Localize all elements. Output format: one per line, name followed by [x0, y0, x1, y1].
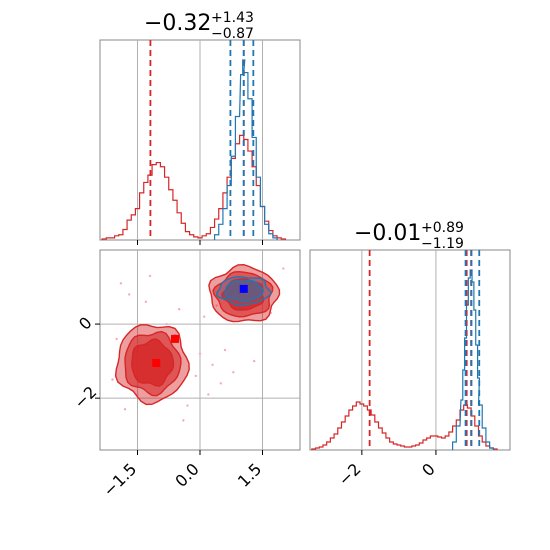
x-tick-label: −1.5	[99, 459, 140, 500]
scatter-point	[177, 308, 181, 311]
blue-histogram-step	[213, 59, 278, 240]
scatter-point	[232, 371, 235, 374]
scatter-point	[144, 300, 148, 304]
scatter-point	[211, 363, 214, 367]
scatter-point	[252, 359, 256, 363]
scatter-point	[186, 404, 189, 407]
scatter-point	[165, 322, 168, 326]
scatter-point	[223, 348, 227, 352]
scatter-point	[119, 282, 123, 285]
joint-markers	[152, 284, 248, 367]
hist-y-frame	[309, 249, 511, 451]
joint-x-tick-labels: −1.5 0.0 1.5	[99, 450, 265, 500]
x-tick-label: 0.0	[171, 459, 202, 490]
scatter-point	[219, 382, 223, 385]
scatter-point	[182, 419, 185, 422]
hist-y-title-lower: −1.19	[421, 236, 464, 252]
hist-y-title: −0.01 +0.89 −1.19	[354, 220, 464, 252]
scatter-point	[207, 393, 210, 396]
hist-y-title-upper: +0.89	[421, 220, 464, 236]
hist-x-quantile-lines	[149, 40, 255, 240]
truth-marker	[171, 334, 179, 343]
hist-x-title-value: −0.32	[144, 11, 211, 36]
joint-y-tick-labels: 0 −2	[70, 313, 100, 412]
scatter-point	[215, 304, 218, 307]
scatter-point	[111, 378, 114, 381]
hist-x-title: −0.32 +1.43 −0.87	[144, 10, 254, 42]
joint-scatter-points	[111, 267, 285, 422]
hist-y-gridlines	[361, 250, 437, 450]
hist-x-title-upper: +1.43	[211, 10, 254, 26]
x-tick-label: 0	[418, 459, 439, 480]
truth-marker	[239, 284, 248, 293]
hist-x-panel: −0.32 +1.43 −0.87	[99, 10, 301, 245]
scatter-point	[127, 293, 131, 296]
hist-y-x-tick-labels: −2 0	[335, 450, 439, 490]
scatter-point	[194, 374, 198, 378]
hist-x-title-lower: −0.87	[211, 26, 254, 42]
scatter-point	[115, 337, 118, 341]
x-tick-label: 1.5	[234, 459, 265, 490]
hist-y-title-value: −0.01	[354, 221, 421, 246]
hist-x-bins	[101, 59, 287, 240]
hist-y-panel: −0.01 +0.89 −1.19 −2 0	[309, 220, 511, 490]
hist-y-quantile-lines	[368, 250, 481, 450]
truth-marker	[152, 358, 161, 367]
x-tick-label: −2	[335, 459, 365, 489]
scatter-point	[123, 408, 127, 411]
scatter-point	[198, 352, 202, 355]
scatter-point	[202, 315, 206, 318]
y-tick-label: −2	[70, 382, 100, 412]
scatter-point	[148, 274, 152, 278]
y-tick-label: 0	[75, 313, 96, 334]
red-histogram-step	[311, 401, 498, 450]
scatter-point	[282, 267, 285, 270]
joint-panel: −1.5 0.0 1.5 0 −2	[70, 249, 301, 500]
